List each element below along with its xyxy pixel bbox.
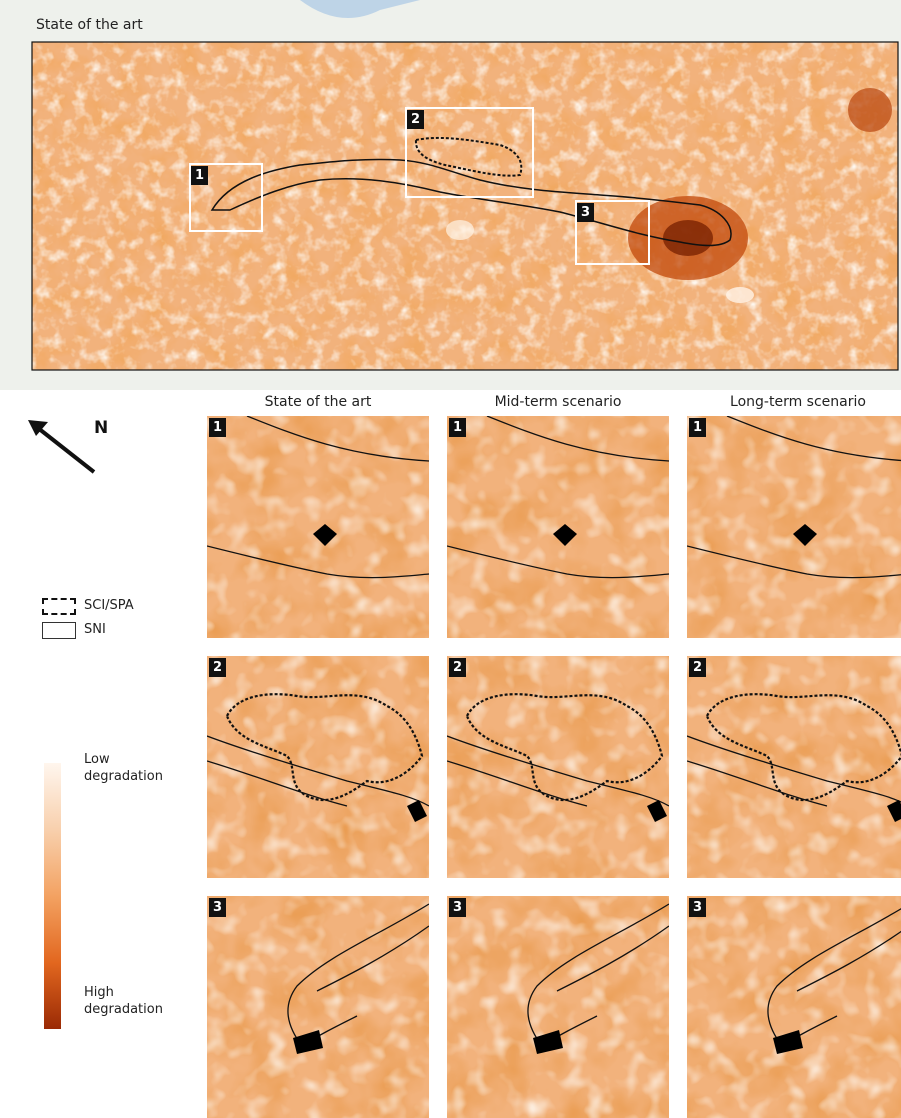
sni-boundary <box>447 545 669 579</box>
zoom-panel-r2-c1: 2 <box>207 656 429 878</box>
sci-spa-boundary <box>465 693 664 801</box>
low-label-line-1: Low <box>84 752 110 767</box>
zoom-panel-r1-c3: 1 <box>687 416 901 638</box>
degradation-color-ramp <box>44 763 61 1029</box>
sni-boundary <box>246 416 429 462</box>
north-arrow-icon <box>28 420 96 474</box>
sni-label: SNI <box>84 622 106 637</box>
zoom-box-label-3: 3 <box>577 203 594 222</box>
panel-label-r1-c2: 1 <box>449 418 466 437</box>
main-map: State of the art 1 2 3 <box>0 0 901 390</box>
built-area-patch <box>313 524 337 546</box>
panel-label-r3-c2: 3 <box>449 898 466 917</box>
sni-boundary <box>687 735 901 803</box>
sni-symbol <box>42 622 76 639</box>
zoom-panel-r2-c2: 2 <box>447 656 669 878</box>
zoom-box-2 <box>405 107 534 198</box>
sni-boundary <box>447 735 669 807</box>
sni-boundary <box>527 903 669 1047</box>
zoom-panel-r2-c3: 2 <box>687 656 901 878</box>
built-area-patch <box>887 800 901 822</box>
high-degradation-label: High degradation <box>84 984 163 1018</box>
panel-label-r3-c3: 3 <box>689 898 706 917</box>
panel-label-r1-c1: 1 <box>209 418 226 437</box>
zoom-panel-r1-c1: 1 <box>207 416 429 638</box>
built-area-patch <box>793 524 817 546</box>
sni-boundary <box>486 416 669 462</box>
built-area-patch <box>773 1030 803 1054</box>
sni-boundary <box>316 925 429 992</box>
north-label: N <box>94 418 109 438</box>
panel-label-r1-c3: 1 <box>689 418 706 437</box>
sci-spa-boundary <box>705 693 901 801</box>
sni-boundary <box>687 760 828 807</box>
low-degradation-label: Low degradation <box>84 751 163 785</box>
sni-boundary <box>796 930 901 992</box>
main-map-title: State of the art <box>36 17 143 33</box>
column-header-long-term: Long-term scenario <box>730 394 866 410</box>
sni-boundary <box>447 760 588 807</box>
column-header-mid-term: Mid-term scenario <box>494 394 622 410</box>
zoom-panel-r3-c3: 3 <box>687 896 901 1118</box>
zoom-box-label-1: 1 <box>191 166 208 185</box>
sni-boundary <box>726 416 901 462</box>
built-area-patch <box>647 800 667 822</box>
built-area-patch <box>407 800 427 822</box>
built-area-patch <box>553 524 577 546</box>
panel-label-r3-c1: 3 <box>209 898 226 917</box>
sni-boundary <box>767 908 901 1047</box>
sni-boundary <box>556 925 669 992</box>
column-header-state-of-the-art: State of the art <box>264 394 372 410</box>
zoom-box-1 <box>189 163 263 232</box>
sni-boundary <box>207 760 348 807</box>
zoom-box-label-2: 2 <box>407 110 424 129</box>
sci-spa-symbol <box>42 598 76 615</box>
sni-boundary <box>287 903 429 1047</box>
zoom-panel-r3-c1: 3 <box>207 896 429 1118</box>
sni-boundary <box>207 545 429 579</box>
panel-label-r2-c1: 2 <box>209 658 226 677</box>
panel-label-r2-c2: 2 <box>449 658 466 677</box>
zoom-box-3 <box>575 200 650 265</box>
sni-boundary <box>687 545 901 579</box>
low-label-line-2: degradation <box>84 769 163 784</box>
zoom-panel-r1-c2: 1 <box>447 416 669 638</box>
sci-spa-boundary <box>225 693 424 801</box>
zoom-panel-r3-c2: 3 <box>447 896 669 1118</box>
high-label-line-1: High <box>84 985 114 1000</box>
panel-label-r2-c3: 2 <box>689 658 706 677</box>
sni-boundary <box>207 735 429 807</box>
built-area-patch <box>533 1030 563 1054</box>
built-area-patch <box>293 1030 323 1054</box>
high-label-line-2: degradation <box>84 1002 163 1017</box>
sci-spa-label: SCI/SPA <box>84 598 134 613</box>
